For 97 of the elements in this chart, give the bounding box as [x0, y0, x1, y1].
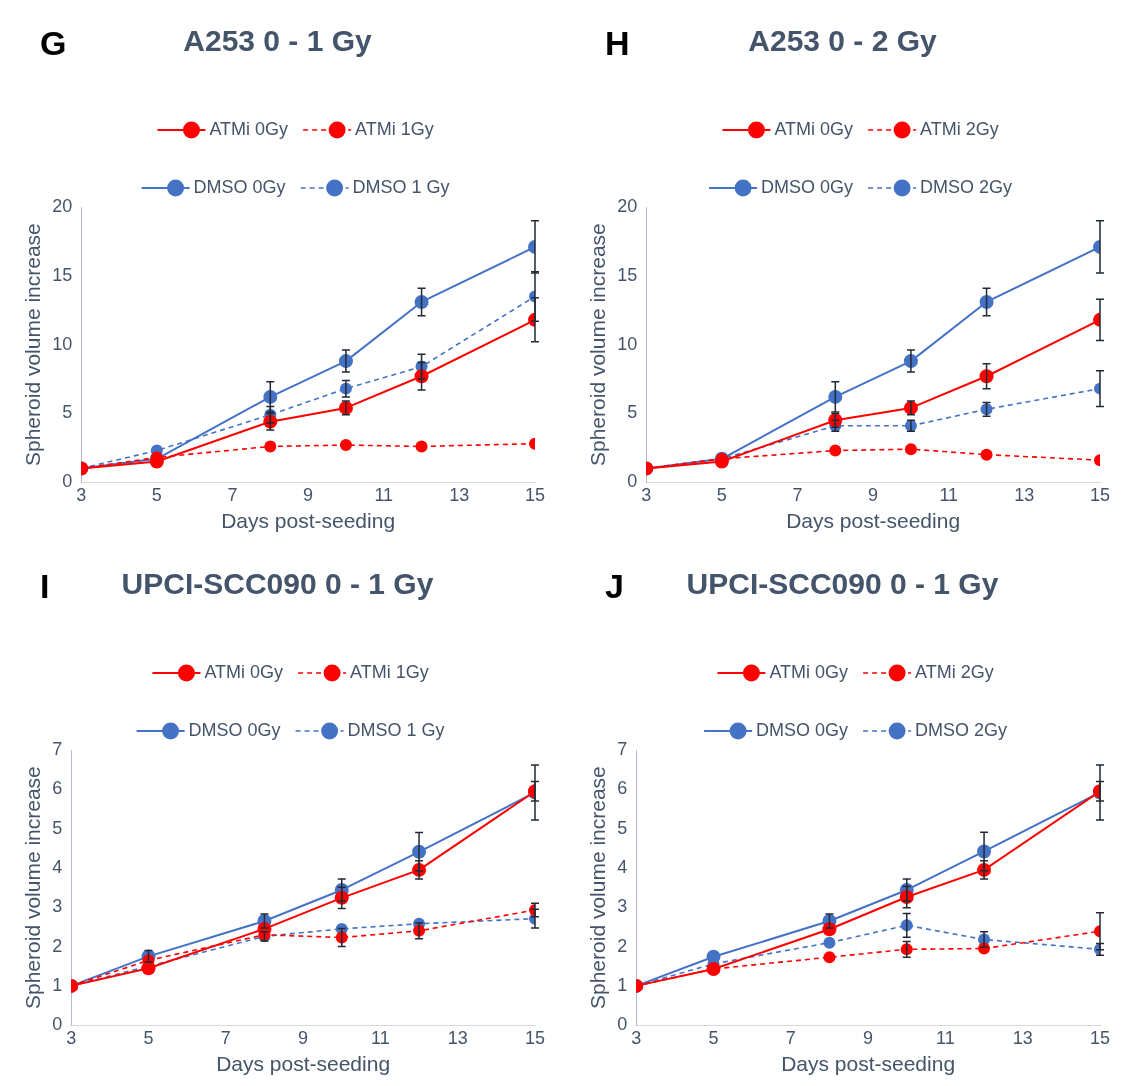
y-tick-label: 4 — [617, 856, 628, 877]
y-tick-label: 5 — [62, 402, 73, 423]
x-tick-label: 11 — [371, 1027, 390, 1048]
legend-label: ATMi 0Gy — [204, 661, 284, 682]
x-axis-title: Days post-seeding — [781, 1052, 956, 1076]
point — [828, 389, 843, 404]
legend-label: ATMi 1Gy — [355, 118, 434, 139]
y-tick-label: 0 — [52, 1014, 63, 1035]
y-tick-label: 4 — [52, 856, 63, 877]
y-axis-title: Spheroid volume increase — [586, 766, 610, 1010]
point — [979, 294, 994, 309]
legend-label: DMSO 2Gy — [915, 719, 1008, 740]
x-tick-label: 15 — [1089, 1027, 1111, 1048]
x-tick-label: 13 — [449, 484, 470, 505]
y-tick-label: 20 — [52, 195, 73, 216]
x-tick-label: 5 — [143, 1027, 154, 1048]
x-tick-label: 11 — [939, 484, 959, 505]
y-tick-label: 2 — [52, 935, 63, 956]
x-tick-label: 13 — [1014, 484, 1035, 505]
text: G — [40, 24, 67, 63]
point — [263, 389, 278, 404]
x-tick-label: 11 — [374, 484, 394, 505]
y-axis-title: Spheroid volume increase — [21, 766, 45, 1010]
y-tick-label: 20 — [617, 195, 638, 216]
x-tick-label: 7 — [227, 484, 238, 505]
y-tick-label: 10 — [617, 333, 638, 354]
y-tick-label: 6 — [52, 778, 63, 799]
y-tick-label: 0 — [617, 1014, 628, 1035]
x-tick-label: 9 — [303, 484, 314, 505]
y-tick-label: 2 — [617, 935, 628, 956]
y-tick-label: 7 — [52, 738, 63, 759]
point — [414, 294, 429, 309]
y-tick-label: 5 — [627, 402, 638, 423]
point — [339, 439, 352, 452]
point — [415, 440, 428, 453]
point — [706, 949, 721, 964]
point — [829, 444, 842, 457]
y-tick-label: 0 — [627, 471, 638, 492]
legend-label: DMSO 0Gy — [756, 719, 849, 740]
legend-label: DMSO 0Gy — [761, 176, 854, 197]
legend-label: ATMi 1Gy — [350, 661, 429, 682]
text: H — [605, 24, 630, 63]
x-tick-label: 7 — [220, 1027, 231, 1048]
x-tick-label: 15 — [524, 1027, 546, 1048]
x-axis-title: Days post-seeding — [221, 509, 396, 533]
point — [980, 448, 993, 461]
chart-title: UPCI-SCC090 0 - 1 Gy — [121, 567, 434, 601]
x-tick-label: 13 — [1012, 1027, 1033, 1048]
text: J — [605, 567, 624, 606]
x-axis-title: Days post-seeding — [786, 509, 961, 533]
legend-label: ATMi 0Gy — [774, 118, 854, 139]
legend-label: ATMi 2Gy — [920, 118, 999, 139]
legend-label: DMSO 2Gy — [920, 176, 1013, 197]
y-axis-title: Spheroid volume increase — [586, 223, 610, 467]
y-tick-label: 15 — [617, 264, 638, 285]
x-tick-label: 7 — [792, 484, 803, 505]
chart-title: A253 0 - 1 Gy — [183, 24, 373, 58]
x-tick-label: 15 — [1089, 484, 1111, 505]
x-tick-label: 5 — [716, 484, 727, 505]
point — [264, 440, 277, 453]
y-tick-label: 1 — [52, 974, 63, 995]
legend-label: ATMi 2Gy — [915, 661, 994, 682]
legend-label: DMSO 1 Gy — [347, 719, 445, 740]
chart-title: UPCI-SCC090 0 - 1 Gy — [686, 567, 999, 601]
x-tick-label: 5 — [708, 1027, 719, 1048]
x-tick-label: 5 — [151, 484, 162, 505]
x-tick-label: 7 — [785, 1027, 796, 1048]
y-tick-label: 15 — [52, 264, 73, 285]
text: I — [40, 567, 50, 606]
y-tick-label: 5 — [617, 817, 628, 838]
x-tick-label: 3 — [641, 484, 652, 505]
y-axis-title: Spheroid volume increase — [21, 223, 45, 467]
x-tick-label: 11 — [936, 1027, 955, 1048]
x-tick-label: 9 — [863, 1027, 874, 1048]
y-tick-label: 1 — [617, 974, 628, 995]
y-tick-label: 6 — [617, 778, 628, 799]
y-tick-label: 0 — [62, 471, 73, 492]
chart-title: A253 0 - 2 Gy — [748, 24, 938, 58]
x-tick-label: 9 — [298, 1027, 309, 1048]
legend-label: ATMi 0Gy — [209, 118, 289, 139]
legend-label: DMSO 0Gy — [188, 719, 281, 740]
y-tick-label: 10 — [52, 333, 73, 354]
x-axis-title: Days post-seeding — [216, 1052, 391, 1076]
point — [823, 936, 836, 949]
legend-label: ATMi 0Gy — [769, 661, 849, 682]
x-tick-label: 13 — [447, 1027, 468, 1048]
y-tick-label: 5 — [52, 817, 63, 838]
x-tick-label: 3 — [76, 484, 87, 505]
legend-label: DMSO 1 Gy — [352, 176, 450, 197]
x-tick-label: 9 — [868, 484, 879, 505]
y-tick-label: 3 — [617, 896, 628, 917]
legend-label: DMSO 0Gy — [193, 176, 286, 197]
point — [904, 443, 917, 456]
x-tick-label: 15 — [524, 484, 546, 505]
y-tick-label: 3 — [52, 896, 63, 917]
y-tick-label: 7 — [617, 738, 628, 759]
point — [823, 951, 836, 964]
